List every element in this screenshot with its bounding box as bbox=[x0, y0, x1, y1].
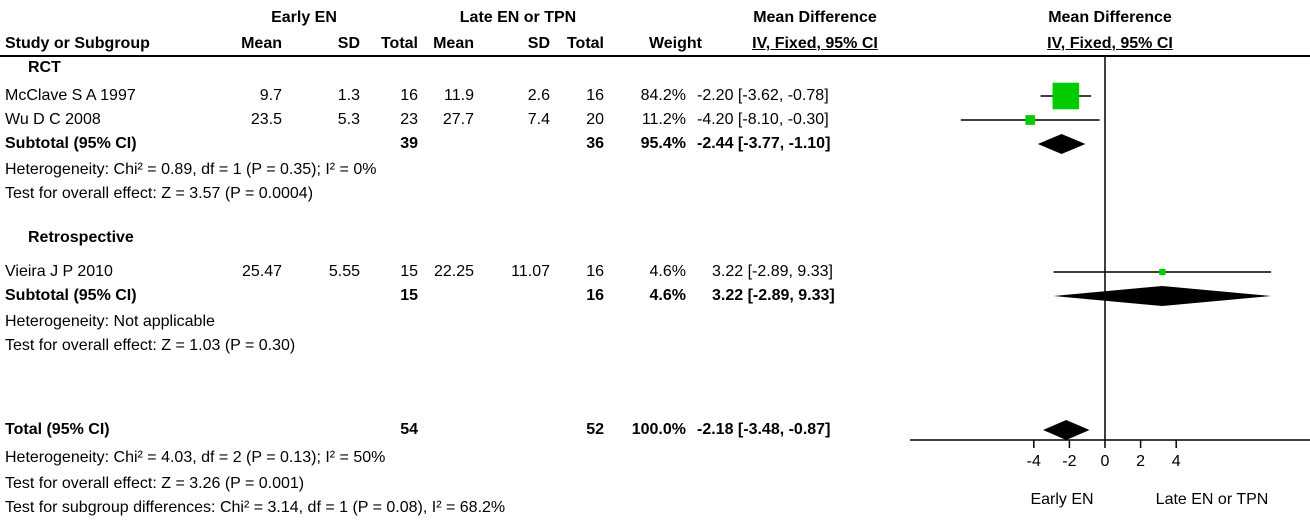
late-sd-header: SD bbox=[527, 35, 550, 52]
early-mean: 25.47 bbox=[241, 263, 282, 280]
x-axis-ticks: -4 -2 0 2 4 bbox=[1027, 440, 1181, 470]
early-total: 15 bbox=[400, 263, 418, 280]
overall-effect-text: Test for overall effect: Z = 3.57 (P = 0… bbox=[5, 185, 314, 202]
total-label: Total (95% CI) bbox=[5, 421, 110, 438]
study-ci: 3.22 [-2.89, 9.33] bbox=[712, 263, 833, 280]
plot-mean-difference-header: Mean Difference bbox=[1048, 9, 1172, 26]
study-weight: 84.2% bbox=[640, 87, 686, 104]
study-ci: -4.20 [-8.10, -0.30] bbox=[697, 111, 829, 128]
summary-diamond bbox=[1053, 286, 1272, 306]
total-weight: 100.0% bbox=[631, 421, 686, 438]
early-mean: 9.7 bbox=[259, 87, 282, 104]
study-weight-marker bbox=[1025, 115, 1036, 125]
study-weight-marker bbox=[1159, 268, 1166, 276]
early-sd: 1.3 bbox=[337, 87, 360, 104]
late-sd: 7.4 bbox=[527, 111, 550, 128]
total-early-total: 54 bbox=[400, 421, 418, 438]
summary-diamond bbox=[1037, 134, 1086, 154]
study-weight: 11.2% bbox=[641, 111, 686, 128]
study-name: Vieira J P 2010 bbox=[5, 263, 113, 280]
heterogeneity-text: Heterogeneity: Not applicable bbox=[5, 313, 215, 330]
subtotal-early-total: 15 bbox=[400, 287, 418, 304]
plot-marks bbox=[960, 82, 1272, 440]
subtotal-ci: -2.44 [-3.77, -1.10] bbox=[697, 135, 831, 152]
subtotal-weight: 4.6% bbox=[649, 287, 686, 304]
late-mean-header: Mean bbox=[433, 35, 474, 52]
early-mean: 23.5 bbox=[250, 111, 282, 128]
late-sd: 2.6 bbox=[527, 87, 550, 104]
plot-ci-header: IV, Fixed, 95% CI bbox=[1047, 35, 1173, 52]
total-heterogeneity-text: Heterogeneity: Chi² = 4.03, df = 2 (P = … bbox=[5, 449, 386, 466]
study-column-header: Study or Subgroup bbox=[5, 35, 150, 52]
subtotal-late-total: 36 bbox=[586, 135, 604, 152]
subgroup-title-retrospective: Retrospective bbox=[28, 229, 134, 246]
weight-header: Weight bbox=[648, 35, 702, 52]
early-sd: 5.3 bbox=[337, 111, 360, 128]
late-mean: 27.7 bbox=[442, 111, 474, 128]
subtotal-late-total: 16 bbox=[586, 287, 604, 304]
subgroup-title-rct: RCT bbox=[28, 59, 61, 76]
total-ci: -2.18 [-3.48, -0.87] bbox=[697, 421, 831, 438]
header-divider bbox=[0, 55, 1310, 57]
early-total: 16 bbox=[400, 87, 418, 104]
subtotal-label: Subtotal (95% CI) bbox=[5, 135, 137, 152]
mean-difference-header: Mean Difference bbox=[753, 9, 877, 26]
group-early-header: Early EN bbox=[271, 9, 337, 26]
late-mean: 22.25 bbox=[433, 263, 474, 280]
total-overall-effect-text: Test for overall effect: Z = 3.26 (P = 0… bbox=[5, 475, 305, 492]
subtotal-label: Subtotal (95% CI) bbox=[5, 287, 137, 304]
group-late-header: Late EN or TPN bbox=[459, 9, 577, 26]
total-late-total: 52 bbox=[586, 421, 604, 438]
x-tick-label: 4 bbox=[1172, 453, 1181, 470]
study-name: Wu D C 2008 bbox=[5, 111, 101, 128]
ci-header: IV, Fixed, 95% CI bbox=[752, 35, 878, 52]
x-tick-label: -2 bbox=[1062, 453, 1076, 470]
favours-left-label: Early EN bbox=[1030, 491, 1093, 508]
summary-diamond bbox=[1043, 420, 1090, 440]
late-total: 20 bbox=[586, 111, 604, 128]
late-total: 16 bbox=[586, 263, 604, 280]
early-mean-header: Mean bbox=[241, 35, 282, 52]
subtotal-ci: 3.22 [-2.89, 9.33] bbox=[712, 287, 835, 304]
late-total: 16 bbox=[586, 87, 604, 104]
favours-right-label: Late EN or TPN bbox=[1156, 491, 1269, 508]
x-tick-label: -4 bbox=[1027, 453, 1041, 470]
early-total-header: Total bbox=[380, 35, 418, 52]
study-weight: 4.6% bbox=[649, 263, 686, 280]
early-sd-header: SD bbox=[337, 35, 360, 52]
late-sd: 11.07 bbox=[511, 263, 550, 280]
study-ci: -2.20 [-3.62, -0.78] bbox=[697, 87, 829, 104]
late-total-header: Total bbox=[566, 35, 604, 52]
x-tick-label: 0 bbox=[1101, 453, 1110, 470]
study-weight-marker bbox=[1052, 82, 1080, 110]
overall-effect-text: Test for overall effect: Z = 1.03 (P = 0… bbox=[5, 337, 296, 354]
early-total: 23 bbox=[400, 111, 418, 128]
early-sd: 5.55 bbox=[328, 263, 360, 280]
late-mean: 11.9 bbox=[444, 87, 474, 104]
subtotal-weight: 95.4% bbox=[640, 135, 686, 152]
heterogeneity-text: Heterogeneity: Chi² = 0.89, df = 1 (P = … bbox=[5, 161, 377, 178]
subtotal-early-total: 39 bbox=[400, 135, 418, 152]
x-tick-label: 2 bbox=[1136, 453, 1145, 470]
subgroup-differences-text: Test for subgroup differences: Chi² = 3.… bbox=[5, 499, 506, 516]
study-name: McClave S A 1997 bbox=[5, 87, 136, 104]
